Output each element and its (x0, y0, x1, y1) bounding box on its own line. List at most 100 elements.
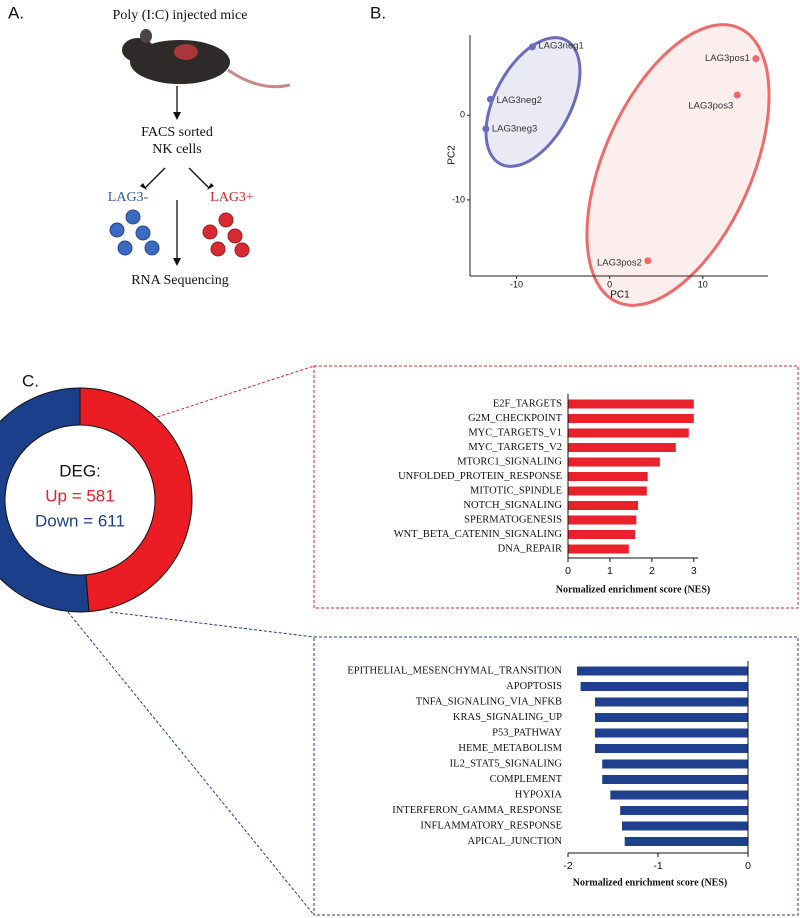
category-label: HYPOXIA (515, 789, 563, 800)
x-tick-label: 0 (745, 860, 751, 872)
category-label: G2M_CHECKPOINT (468, 413, 563, 424)
category-label: MYC_TARGETS_V1 (468, 427, 562, 438)
category-label: E2F_TARGETS (493, 398, 562, 409)
connector (147, 365, 315, 421)
point (528, 43, 536, 51)
y-tick-label: 0 (460, 110, 465, 120)
bar (620, 806, 748, 815)
connector (67, 611, 315, 916)
x-axis-label: Normalized enrichment score (NES) (556, 584, 711, 595)
x-axis-label: PC1 (610, 290, 630, 301)
category-label: HEME_METABOLISM (458, 743, 562, 754)
category-label: TNFA_SIGNALING_VIA_NFKB (416, 696, 562, 707)
bar (568, 414, 694, 423)
bar (602, 775, 748, 784)
zoom-box (313, 365, 799, 609)
bar (568, 428, 689, 438)
point (733, 91, 741, 99)
x-tick-label: 3 (691, 565, 697, 577)
bar (568, 544, 629, 554)
point-label: LAG3neg1 (538, 40, 583, 51)
category-label: MYC_TARGETS_V2 (468, 442, 562, 453)
x-tick-label: 1 (607, 565, 613, 577)
bar (595, 744, 748, 753)
bar (568, 501, 639, 510)
category-label: P53_PATHWAY (492, 727, 562, 738)
bar (568, 443, 676, 452)
point (752, 55, 760, 63)
category-label: MITOTIC_SPINDLE (470, 485, 562, 496)
bar (568, 530, 636, 539)
point-label: LAG3pos2 (597, 257, 642, 268)
category-label: EPITHELIAL_MESENCHYMAL_TRANSITION (347, 665, 562, 676)
group-label: LAG3+ (210, 190, 254, 205)
group-label: LAG3- (108, 190, 149, 205)
point (644, 257, 652, 265)
step-label: NK cells (152, 142, 201, 157)
bar (595, 728, 748, 738)
x-tick-label: -2 (563, 860, 572, 872)
step-label: RNA Sequencing (131, 273, 229, 288)
bar (622, 821, 748, 831)
donut-segment (0, 387, 90, 613)
point-label: LAG3neg3 (492, 123, 537, 134)
y-axis-label: PC2 (447, 145, 458, 165)
connector (109, 611, 315, 638)
x-tick-label: 10 (698, 279, 708, 289)
donut-title: DEG: (59, 461, 101, 480)
bar (610, 790, 748, 800)
cluster-ellipse (484, 36, 582, 168)
category-label: DNA_REPAIR (498, 543, 562, 554)
point-label: LAG3pos1 (705, 53, 750, 64)
category-label: UNFOLDED_PROTEIN_RESPONSE (398, 471, 562, 482)
category-label: NOTCH_SIGNALING (463, 500, 562, 511)
step-label: Poly (I:C) injected mice (113, 8, 248, 23)
category-label: IL2_STAT5_SIGNALING (450, 758, 563, 769)
point-label: LAG3neg2 (496, 95, 541, 106)
bar (568, 515, 637, 525)
bar (568, 399, 694, 409)
step-label: FACS sorted (141, 125, 213, 140)
category-label: APICAL_JUNCTION (468, 836, 563, 847)
y-tick-label: -10 (452, 194, 465, 204)
category-label: MTORC1_SIGNALING (457, 456, 562, 467)
x-tick-label: 0 (607, 279, 612, 289)
cells-neg (109, 209, 160, 256)
category-label: APOPTOSIS (506, 681, 562, 692)
arrows (144, 167, 210, 262)
category-label: COMPLEMENT (490, 774, 563, 785)
category-label: INTERFERON_GAMMA_RESPONSE (392, 805, 562, 816)
x-tick-label: -10 (510, 279, 523, 289)
bar (595, 713, 748, 722)
category-label: WNT_BETA_CATENIN_SIGNALING (394, 529, 563, 540)
donut-segment (79, 387, 193, 613)
x-axis-label: Normalized enrichment score (NES) (573, 877, 728, 888)
cluster-ellipse (585, 23, 771, 307)
point (482, 125, 490, 133)
bar (568, 486, 647, 496)
bar (602, 759, 748, 769)
panel-label: A. (8, 3, 24, 22)
donut-label: Down = 611 (35, 511, 125, 530)
panel-label: B. (370, 3, 386, 22)
category-label: SPERMATOGENESIS (464, 514, 562, 525)
bar (624, 837, 748, 846)
bar (577, 666, 748, 676)
bar (568, 457, 660, 467)
category-label: INFLAMMATORY_RESPONSE (420, 820, 562, 831)
x-tick-label: -1 (653, 860, 662, 872)
x-tick-label: 2 (649, 565, 655, 577)
mouse-icon (122, 29, 291, 89)
point (486, 95, 494, 103)
donut-label: Up = 581 (45, 486, 114, 505)
bar (568, 472, 648, 481)
arrow-head (173, 112, 181, 120)
zoom-box (313, 636, 799, 916)
x-tick-label: 0 (565, 565, 571, 577)
bar (580, 682, 748, 691)
cells-pos (202, 212, 250, 258)
category-label: KRAS_SIGNALING_UP (453, 712, 562, 723)
point-label: LAG3pos3 (688, 101, 733, 112)
